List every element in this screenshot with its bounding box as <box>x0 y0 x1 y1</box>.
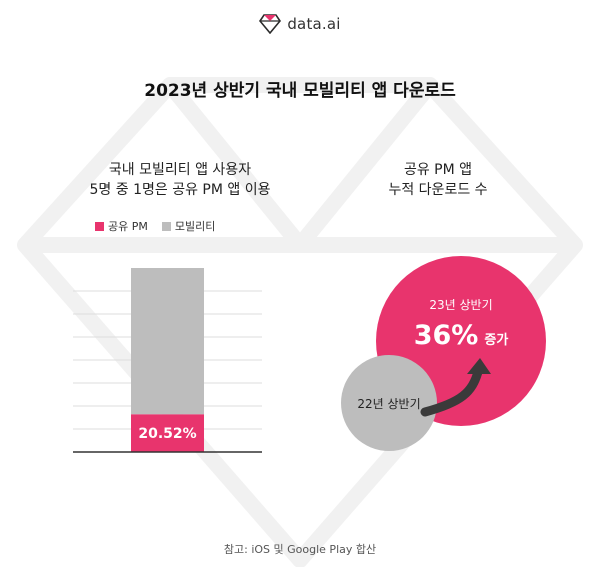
bar-segment-0 <box>131 414 204 452</box>
legend-item-mobility: 모빌리티 <box>161 218 216 234</box>
page-title: 2023년 상반기 국내 모빌리티 앱 다운로드 <box>144 81 456 101</box>
growth-suffix: 증가 <box>484 333 509 348</box>
right-title-line2: 누적 다운로드 수 <box>388 182 488 198</box>
previous-period-circle <box>341 355 437 451</box>
legend-item-pm: 공유 PM <box>95 218 148 234</box>
previous-period-label: 22년 상반기 <box>357 397 421 411</box>
brand-name: data.ai <box>287 15 341 33</box>
growth-stat: 36% 증가 <box>376 320 546 351</box>
brand-header: data.ai <box>0 14 600 34</box>
left-panel-title: 국내 모빌리티 앱 사용자 5명 중 1명은 공유 PM 앱 이용 <box>60 160 300 200</box>
bar-segment-1 <box>131 268 204 415</box>
right-panel-title: 공유 PM 앱 누적 다운로드 수 <box>348 160 528 200</box>
legend-label-pm: 공유 PM <box>108 220 148 233</box>
diamond-logo-icon <box>259 14 282 34</box>
legend-label-mobility: 모빌리티 <box>174 220 216 233</box>
left-title-line2: 5명 중 1명은 공유 PM 앱 이용 <box>89 182 271 198</box>
legend-swatch-pm <box>95 221 104 231</box>
right-title-line1: 공유 PM 앱 <box>403 162 473 178</box>
growth-value: 36% <box>413 320 479 351</box>
chart-legend: 공유 PM 모빌리티 <box>95 218 215 234</box>
footnote: 참고: iOS 및 Google Play 합산 <box>223 543 377 556</box>
legend-swatch-mobility <box>161 221 171 231</box>
left-title-line1: 국내 모빌리티 앱 사용자 <box>108 162 252 178</box>
data-label: 20.52% <box>138 426 196 442</box>
current-period-label: 23년 상반기 <box>429 298 493 312</box>
